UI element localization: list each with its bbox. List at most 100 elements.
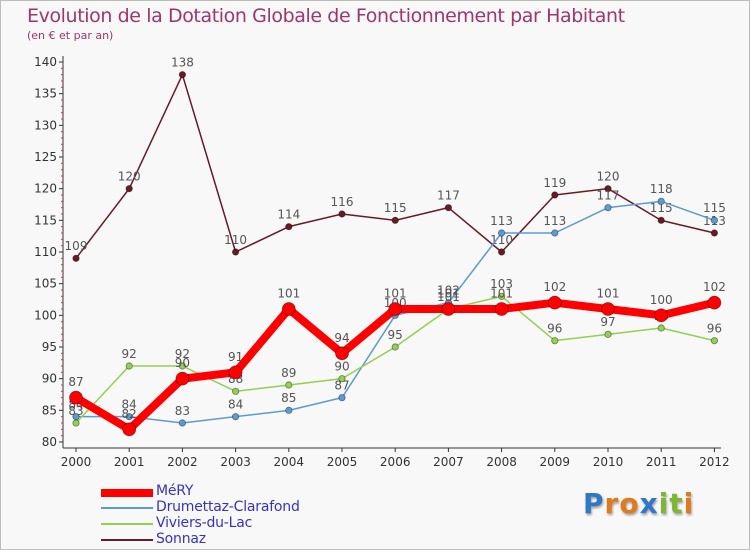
data-point-viviers-du-lac xyxy=(285,381,293,389)
logo-letter: x xyxy=(639,487,659,520)
x-tick-label: 2006 xyxy=(380,455,411,469)
legend-label-drumettaz: Drumettaz-Clarafond xyxy=(156,499,300,515)
data-label-viviers-du-lac: 97 xyxy=(600,315,615,329)
y-tick-label: 130 xyxy=(34,118,57,132)
data-label-drumettaz-clarafond: 84 xyxy=(122,397,137,411)
y-tick-label: 95 xyxy=(42,340,57,354)
x-tick-label: 2009 xyxy=(540,455,571,469)
data-point-viviers-du-lac xyxy=(710,337,719,345)
legend-label-mery: MéRY xyxy=(156,483,194,499)
logo-letter: i xyxy=(683,487,695,520)
data-label-drumettaz-clarafond: 84 xyxy=(228,397,243,411)
data-label-viviers-du-lac: 101 xyxy=(437,290,460,304)
x-tick-label: 2008 xyxy=(486,455,517,469)
data-label-drumettaz-clarafond: 113 xyxy=(490,214,513,228)
data-point-drumettaz-clarafond xyxy=(497,229,506,237)
data-label-sonnaz: 119 xyxy=(543,176,566,190)
data-label-viviers-du-lac: 92 xyxy=(122,347,137,361)
logo-letter: P xyxy=(583,487,605,520)
data-label-drumettaz-clarafond: 87 xyxy=(334,378,349,392)
data-label-sonnaz: 110 xyxy=(224,233,247,247)
data-point-drumettaz-clarafond xyxy=(125,413,133,421)
data-label-sonnaz: 120 xyxy=(118,169,141,183)
x-tick-label: 2000 xyxy=(61,455,92,469)
data-point-drumettaz-clarafond xyxy=(604,204,612,212)
y-tick-label: 135 xyxy=(34,87,57,101)
x-tick-label: 2010 xyxy=(593,455,624,469)
data-label-drumettaz-clarafond: 102 xyxy=(437,283,460,297)
data-label-m-ry: 82 xyxy=(122,407,137,421)
data-label-viviers-du-lac: 103 xyxy=(490,277,513,291)
data-point-m-ry xyxy=(228,365,243,380)
data-label-m-ry: 90 xyxy=(175,356,190,370)
data-point-viviers-du-lac xyxy=(657,324,665,332)
x-tick-label: 2004 xyxy=(274,455,305,469)
data-point-sonnaz xyxy=(657,216,665,224)
data-point-sonnaz xyxy=(391,216,399,224)
y-tick-label: 110 xyxy=(34,245,57,259)
series-line-sonnaz xyxy=(75,73,716,260)
x-tick-label: 2007 xyxy=(433,455,464,469)
y-tick-label: 140 xyxy=(34,55,57,69)
logo-letter: t xyxy=(669,487,684,520)
legend-label-viviers: Viviers-du-Lac xyxy=(156,515,253,531)
y-tick-label: 105 xyxy=(34,277,57,291)
data-label-sonnaz: 115 xyxy=(650,201,673,215)
data-label-viviers-du-lac: 95 xyxy=(388,328,403,342)
legend-swatch-sonnaz xyxy=(101,539,153,541)
data-point-m-ry xyxy=(69,390,83,405)
proxiti-logo: Proxiti xyxy=(583,487,694,520)
data-label-m-ry: 102 xyxy=(703,280,726,294)
data-label-viviers-du-lac: 90 xyxy=(334,359,349,373)
data-point-drumettaz-clarafond xyxy=(710,216,719,224)
data-label-drumettaz-clarafond: 115 xyxy=(703,201,726,215)
data-label-viviers-du-lac: 83 xyxy=(68,404,83,418)
data-point-m-ry xyxy=(601,302,615,316)
data-point-sonnaz xyxy=(232,248,240,256)
data-point-viviers-du-lac xyxy=(604,330,612,338)
data-label-drumettaz-clarafond: 85 xyxy=(281,391,296,405)
x-tick-label: 2005 xyxy=(327,455,358,469)
data-point-viviers-du-lac xyxy=(338,375,346,383)
data-label-viviers-du-lac: 89 xyxy=(281,366,296,380)
data-point-m-ry xyxy=(441,302,456,316)
data-label-viviers-du-lac: 92 xyxy=(175,347,190,361)
legend-swatch-viviers xyxy=(101,523,153,525)
data-label-m-ry: 101 xyxy=(490,287,513,301)
data-point-sonnaz xyxy=(285,223,293,231)
data-label-drumettaz-clarafond: 83 xyxy=(175,404,190,418)
chart-title: Evolution de la Dotation Globale de Fonc… xyxy=(27,5,625,27)
data-point-drumettaz-clarafond xyxy=(285,406,293,414)
data-label-sonnaz: 110 xyxy=(490,233,513,247)
y-tick-label: 125 xyxy=(34,150,57,164)
data-label-sonnaz: 109 xyxy=(65,239,88,253)
data-point-m-ry xyxy=(122,422,137,437)
data-point-viviers-du-lac xyxy=(391,343,399,351)
data-point-sonnaz xyxy=(604,185,612,193)
data-label-m-ry: 101 xyxy=(277,287,300,301)
data-label-m-ry: 101 xyxy=(437,287,460,301)
data-label-viviers-du-lac: 96 xyxy=(707,321,722,335)
logo-letter: i xyxy=(658,487,670,520)
x-tick-label: 2001 xyxy=(114,455,145,469)
data-label-m-ry: 87 xyxy=(68,375,83,389)
data-point-sonnaz xyxy=(125,185,133,193)
data-point-drumettaz-clarafond xyxy=(232,413,240,421)
data-label-sonnaz: 116 xyxy=(331,195,354,209)
data-point-viviers-du-lac xyxy=(497,292,506,300)
data-label-drumettaz-clarafond: 117 xyxy=(597,188,620,202)
data-point-sonnaz xyxy=(338,210,346,218)
data-label-drumettaz-clarafond: 113 xyxy=(543,214,566,228)
data-point-drumettaz-clarafond xyxy=(178,419,186,427)
y-tick-label: 115 xyxy=(34,213,57,227)
y-tick-label: 85 xyxy=(42,403,57,417)
data-point-viviers-du-lac xyxy=(72,419,80,427)
data-label-drumettaz-clarafond: 118 xyxy=(650,182,673,196)
data-point-drumettaz-clarafond xyxy=(551,229,559,237)
data-label-sonnaz: 114 xyxy=(277,207,300,221)
data-point-m-ry xyxy=(335,346,349,361)
data-point-sonnaz xyxy=(178,71,186,79)
data-label-m-ry: 91 xyxy=(228,350,243,364)
